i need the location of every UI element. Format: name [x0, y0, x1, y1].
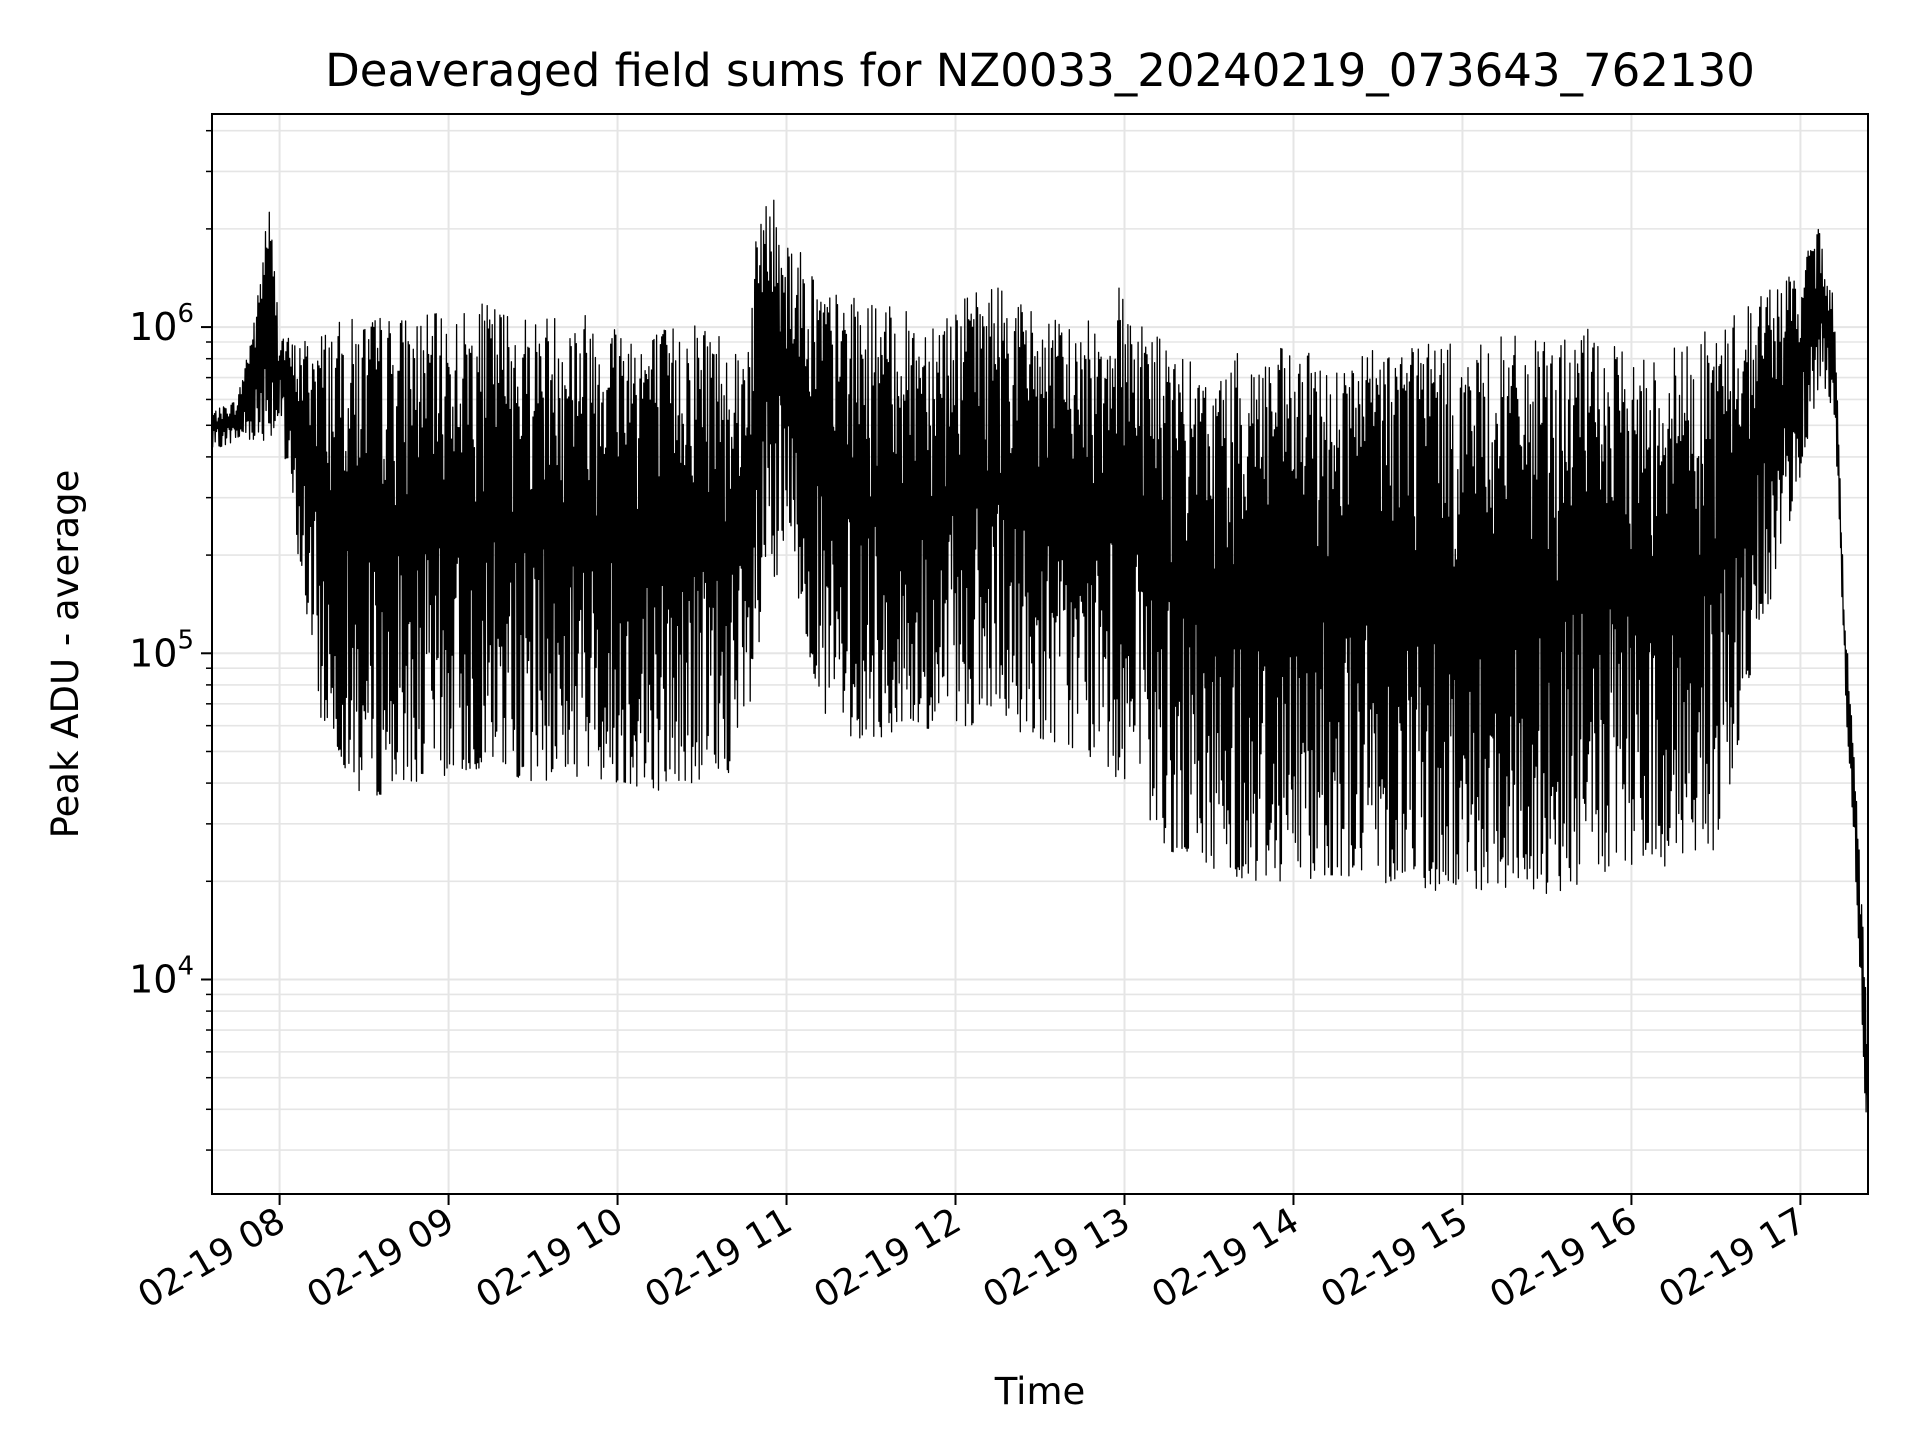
- y-tick-label: 106: [129, 299, 194, 349]
- y-tick-base: 10: [129, 305, 177, 349]
- y-tick-exponent: 5: [177, 625, 194, 655]
- y-tick-label: 105: [129, 625, 194, 675]
- chart-title: Deaveraged field sums for NZ0033_2024021…: [325, 44, 1755, 97]
- y-tick-exponent: 6: [177, 299, 194, 329]
- y-tick-base: 10: [129, 631, 177, 675]
- y-tick-label: 104: [129, 951, 194, 1001]
- x-axis-label: Time: [994, 1370, 1086, 1413]
- y-axis-label: Peak ADU - average: [44, 470, 87, 839]
- y-tick-base: 10: [129, 957, 177, 1001]
- y-tick-exponent: 4: [177, 951, 194, 981]
- series-line-group: [211, 199, 1869, 1113]
- series-line: [211, 199, 1869, 1113]
